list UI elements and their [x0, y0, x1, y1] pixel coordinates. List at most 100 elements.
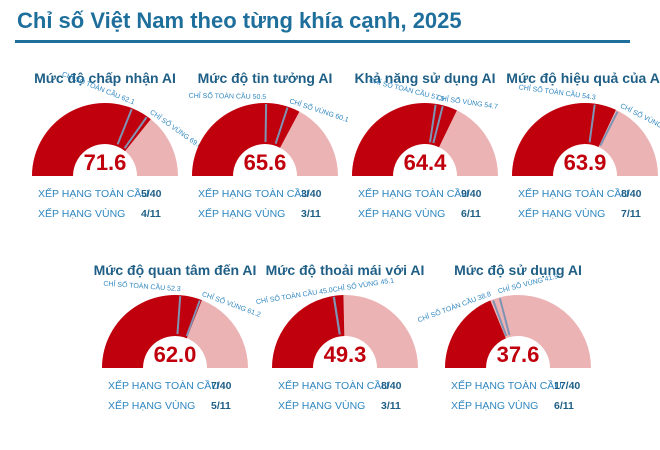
global-rank-label: XẾP HẠNG TOÀN CẦU	[108, 380, 219, 392]
gauge-card: Mức độ quan tâm đến AI CHỈ SỐ TOÀN CẦU 52…	[90, 262, 263, 422]
regional-index-marker	[185, 300, 201, 337]
regional-rank-value: 3/11	[381, 400, 401, 412]
regional-index-marker	[274, 107, 289, 145]
gauge-value: 65.6	[244, 150, 287, 175]
gauge-title: Mức độ hiệu quả của AI	[506, 70, 660, 86]
global-rank-value: 8/40	[621, 188, 642, 200]
gauge-title: Khả năng sử dụng AI	[354, 70, 496, 86]
regional-rank-label: XẾP HẠNG VÙNG	[108, 400, 196, 412]
regional-rank-value: 3/11	[301, 208, 321, 220]
gauge-value-fill	[102, 295, 202, 368]
global-rank-label: XẾP HẠNG TOÀN CẦU	[518, 188, 629, 200]
global-rank-value: 7/40	[211, 380, 232, 392]
regional-index-marker	[429, 104, 437, 143]
regional-rank-value: 4/11	[141, 208, 161, 220]
global-index-label: CHỈ SỐ TOÀN CẦU 52.3	[103, 278, 181, 294]
global-rank-label: XẾP HẠNG TOÀN CẦU	[278, 380, 389, 392]
global-index-marker	[492, 300, 508, 337]
global-rank-row: XẾP HẠNG TOÀN CẦU 5/40	[38, 188, 198, 208]
gauge-value-fill	[512, 103, 616, 176]
rank-stats: XẾP HẠNG TOÀN CẦU 7/40 XẾP HẠNG VÙNG 5/11	[108, 380, 268, 420]
regional-rank-value: 6/11	[461, 208, 481, 220]
regional-index-marker	[599, 111, 619, 147]
gauge-title: Mức độ tin tưởng AI	[197, 70, 333, 86]
gauge-value-fill	[445, 300, 506, 368]
gauge-value: 64.4	[404, 150, 448, 175]
gauge-value-fill	[352, 102, 457, 176]
regional-rank-row: XẾP HẠNG VÙNG 4/11	[38, 208, 198, 228]
gauge-card: Mức độ sử dụng AI CHỈ SỐ TOÀN CẦU 38.8 CHỈ…	[416, 262, 603, 422]
gauge-card: Mức độ thoải mái với AI CHỈ SỐ TOÀN CẦU 4…	[255, 262, 430, 422]
global-rank-row: XẾP HẠNG TOÀN CẦU 17/40	[451, 380, 611, 400]
gauge-card: Mức độ chấp nhận AI CHỈ SỐ TOÀN CẦU 62.1 C…	[20, 68, 205, 230]
regional-rank-row: XẾP HẠNG VÙNG 6/11	[358, 208, 518, 228]
title-divider	[15, 40, 630, 43]
regional-index-marker	[123, 116, 148, 149]
gauge-value: 49.3	[324, 342, 367, 367]
regional-index-marker	[498, 298, 511, 336]
gauge-value-fill	[32, 102, 151, 176]
regional-rank-row: XẾP HẠNG VÙNG 3/11	[278, 400, 438, 420]
rank-stats: XẾP HẠNG TOÀN CẦU 17/40 XẾP HẠNG VÙNG 6/11	[451, 380, 611, 420]
regional-rank-label: XẾP HẠNG VÙNG	[278, 400, 366, 412]
regional-rank-label: XẾP HẠNG VÙNG	[38, 208, 126, 220]
global-rank-row: XẾP HẠNG TOÀN CẦU 8/40	[278, 380, 438, 400]
global-rank-label: XẾP HẠNG TOÀN CẦU	[358, 188, 469, 200]
global-rank-label: XẾP HẠNG TOÀN CẦU	[198, 188, 309, 200]
gauge-title: Mức độ chấp nhận AI	[34, 70, 176, 86]
rank-stats: XẾP HẠNG TOÀN CẦU 3/40 XẾP HẠNG VÙNG 3/11	[198, 188, 358, 228]
global-rank-value: 9/40	[461, 188, 482, 200]
regional-rank-label: XẾP HẠNG VÙNG	[358, 208, 446, 220]
global-rank-value: 8/40	[381, 380, 402, 392]
gauge-title: Mức độ sử dụng AI	[454, 262, 582, 278]
regional-rank-value: 6/11	[554, 400, 574, 412]
gauge-value-fill	[272, 295, 345, 368]
global-rank-label: XẾP HẠNG TOÀN CẦU	[451, 380, 562, 392]
global-rank-row: XẾP HẠNG TOÀN CẦU 9/40	[358, 188, 518, 208]
rank-stats: XẾP HẠNG TOÀN CẦU 9/40 XẾP HẠNG VÙNG 6/11	[358, 188, 518, 228]
rank-stats: XẾP HẠNG TOÀN CẦU 8/40 XẾP HẠNG VÙNG 7/11	[518, 188, 660, 228]
global-rank-value: 3/40	[301, 188, 322, 200]
regional-rank-label: XẾP HẠNG VÙNG	[518, 208, 606, 220]
regional-rank-row: XẾP HẠNG VÙNG 6/11	[451, 400, 611, 420]
gauge-card: Mức độ hiệu quả của AI CHỈ SỐ TOÀN CẦU 54…	[500, 70, 660, 230]
regional-rank-value: 5/11	[211, 400, 231, 412]
gauge-card: Khả năng sử dụng AI CHỈ SỐ TOÀN CẦU 57.9 C…	[340, 70, 510, 230]
regional-rank-row: XẾP HẠNG VÙNG 5/11	[108, 400, 268, 420]
global-rank-row: XẾP HẠNG TOÀN CẦU 7/40	[108, 380, 268, 400]
global-index-marker	[432, 105, 444, 144]
gauge-value: 63.9	[564, 150, 607, 175]
global-rank-row: XẾP HẠNG TOÀN CẦU 8/40	[518, 188, 660, 208]
gauge-title: Mức độ thoải mái với AI	[265, 262, 425, 278]
global-index-label: CHỈ SỐ TOÀN CẦU 50.5	[189, 90, 267, 101]
global-rank-label: XẾP HẠNG TOÀN CẦU	[38, 188, 149, 200]
rank-stats: XẾP HẠNG TOÀN CẦU 8/40 XẾP HẠNG VÙNG 3/11	[278, 380, 438, 420]
gauge-value: 37.6	[497, 342, 540, 367]
rank-stats: XẾP HẠNG TOÀN CẦU 5/40 XẾP HẠNG VÙNG 4/11	[38, 188, 198, 228]
global-index-marker	[588, 104, 596, 143]
global-rank-value: 5/40	[141, 188, 162, 200]
gauge-card: Mức độ tin tưởng AI CHỈ SỐ TOÀN CẦU 50.5 C…	[180, 70, 351, 230]
global-rank-value: 17/40	[554, 380, 581, 392]
regional-rank-row: XẾP HẠNG VÙNG 3/11	[198, 208, 358, 228]
gauge-value: 71.6	[84, 150, 127, 175]
global-rank-row: XẾP HẠNG TOÀN CẦU 3/40	[198, 188, 358, 208]
regional-rank-value: 7/11	[621, 208, 641, 220]
gauge-value: 62.0	[154, 342, 197, 367]
gauge-value-fill	[192, 103, 300, 176]
regional-rank-label: XẾP HẠNG VÙNG	[198, 208, 286, 220]
global-index-marker	[176, 296, 182, 335]
regional-index-marker	[332, 296, 341, 335]
regional-rank-row: XẾP HẠNG VÙNG 7/11	[518, 208, 660, 228]
global-index-marker	[116, 108, 133, 145]
page-title: Chỉ số Việt Nam theo từng khía cạnh, 202…	[17, 8, 462, 33]
gauge-title: Mức độ quan tâm đến AI	[93, 262, 257, 278]
regional-rank-label: XẾP HẠNG VÙNG	[451, 400, 539, 412]
